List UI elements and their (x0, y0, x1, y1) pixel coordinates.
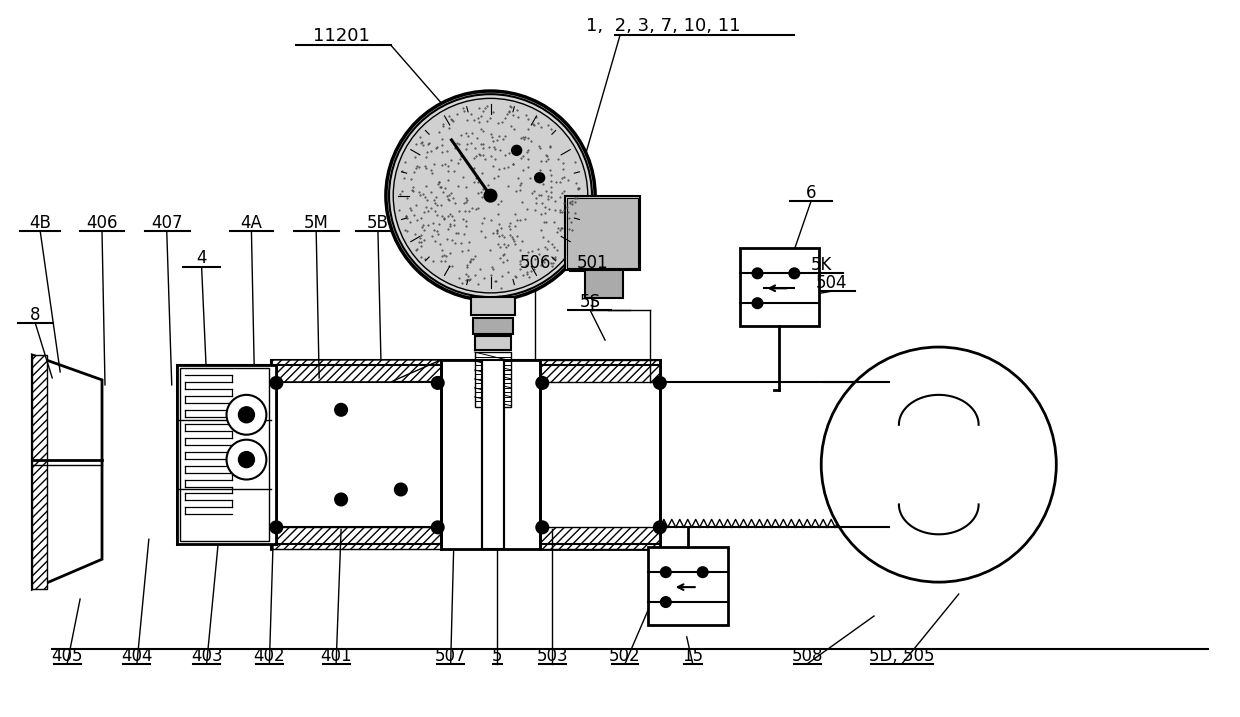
Bar (272, 527, 660, 549)
Text: 502: 502 (609, 647, 641, 665)
Text: 8: 8 (30, 306, 41, 324)
Bar (567, 198, 637, 268)
Circle shape (512, 146, 522, 156)
Circle shape (653, 521, 666, 533)
Text: 4B: 4B (30, 214, 51, 232)
Circle shape (790, 268, 800, 278)
Polygon shape (440, 527, 541, 549)
Text: 5S: 5S (579, 293, 600, 311)
Circle shape (335, 493, 347, 505)
Bar (585, 270, 622, 298)
Text: 1,  2, 3, 7, 10, 11: 1, 2, 3, 7, 10, 11 (585, 17, 740, 35)
Circle shape (386, 91, 595, 300)
Text: 5: 5 (492, 647, 502, 665)
Bar (472, 318, 513, 334)
Bar (272, 360, 660, 382)
Circle shape (534, 173, 544, 183)
Text: 508: 508 (791, 647, 823, 665)
Text: 4: 4 (196, 250, 207, 267)
Circle shape (753, 298, 763, 308)
Circle shape (394, 483, 407, 495)
Circle shape (653, 377, 666, 389)
Circle shape (661, 567, 671, 577)
Circle shape (393, 98, 588, 293)
Text: 405: 405 (51, 647, 83, 665)
Circle shape (270, 377, 283, 389)
Bar (180, 368, 269, 541)
Polygon shape (440, 360, 541, 382)
Text: 5M: 5M (304, 214, 329, 232)
Circle shape (698, 567, 708, 577)
Bar (475, 336, 511, 350)
Text: 403: 403 (191, 647, 222, 665)
Text: 5D, 505: 5D, 505 (869, 647, 935, 665)
Circle shape (485, 190, 496, 201)
Circle shape (432, 521, 444, 533)
Bar (471, 298, 516, 315)
Polygon shape (272, 527, 440, 549)
Text: 406: 406 (87, 214, 118, 232)
Text: 15: 15 (682, 647, 703, 665)
Circle shape (432, 377, 444, 389)
Polygon shape (272, 360, 440, 382)
Circle shape (227, 440, 267, 480)
Circle shape (238, 452, 254, 467)
Circle shape (753, 268, 763, 278)
Text: 507: 507 (435, 647, 466, 665)
Circle shape (238, 407, 254, 423)
Text: 5B: 5B (367, 214, 389, 232)
Bar (541, 360, 660, 549)
Text: 407: 407 (151, 214, 182, 232)
Circle shape (270, 521, 283, 533)
Text: 506: 506 (520, 255, 551, 272)
Bar (475, 352, 511, 407)
Bar (647, 547, 728, 625)
Text: 5K: 5K (811, 257, 832, 275)
Bar (481, 360, 505, 549)
Text: 401: 401 (320, 647, 352, 665)
Text: 404: 404 (122, 647, 153, 665)
Circle shape (661, 597, 671, 607)
Circle shape (227, 395, 267, 435)
Text: 504: 504 (816, 275, 847, 293)
Circle shape (537, 377, 548, 389)
Polygon shape (32, 355, 102, 589)
Circle shape (389, 94, 591, 297)
Circle shape (335, 404, 347, 416)
Bar (32, 355, 47, 589)
Bar (440, 360, 541, 549)
Bar (739, 248, 820, 326)
Bar (541, 527, 660, 549)
Text: 6: 6 (806, 184, 816, 201)
Text: 501: 501 (577, 255, 608, 272)
Circle shape (537, 521, 548, 533)
Text: 4A: 4A (241, 214, 263, 232)
Text: 402: 402 (253, 647, 285, 665)
Bar (541, 360, 660, 382)
Circle shape (821, 347, 1056, 582)
Text: 503: 503 (537, 647, 568, 665)
Text: 11201: 11201 (312, 27, 370, 45)
Bar (565, 196, 640, 270)
Bar (272, 382, 660, 527)
Bar (177, 365, 277, 544)
